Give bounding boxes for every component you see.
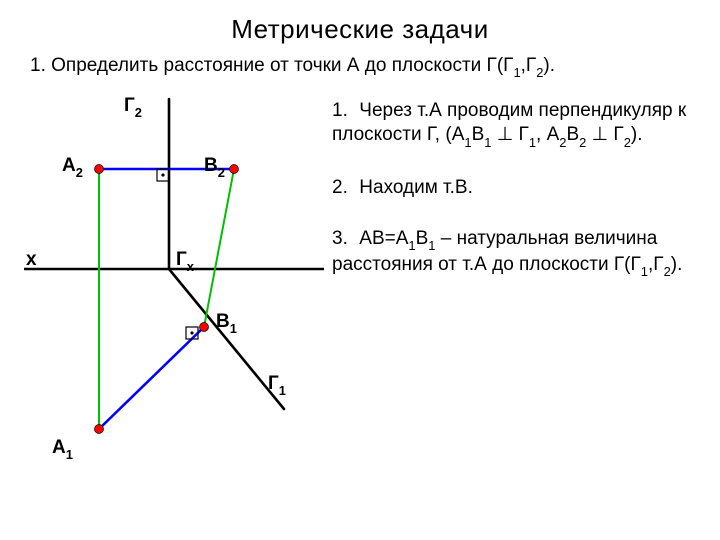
step-1-num: 1. [332, 99, 354, 124]
problem-statement: 1. Определить расстояние от точки А до п… [0, 45, 720, 79]
page-title: Метрические задачи [0, 0, 720, 45]
label-G2: Г2 [124, 95, 142, 119]
problem-text-a: 1. Определить расстояние от точки А до п… [30, 55, 513, 76]
content-area: Г2 А2 В2 x Гх В1 Г1 А1 1. Через т.А пров… [0, 79, 720, 519]
step-2-body: Находим т.В. [359, 177, 473, 198]
step-2-num: 2. [332, 176, 354, 201]
label-A1: А1 [52, 437, 73, 461]
step-1-body: Через т.А проводим перпендикуляр к плоск… [332, 100, 686, 146]
label-Gx: Гх [176, 249, 194, 273]
step-2: 2. Находим т.В. [332, 176, 704, 201]
steps-list: 1. Через т.А проводим перпендикуляр к пл… [332, 99, 704, 306]
step-3-num: 3. [332, 227, 354, 252]
label-A2: А2 [62, 155, 83, 179]
label-B1: В1 [216, 311, 237, 335]
label-x: x [26, 249, 37, 271]
step-3: 3. АВ=А1В1 – натуральная величина рассто… [332, 227, 704, 280]
step-3-body: АВ=А1В1 – натуральная величина расстояни… [332, 228, 682, 276]
problem-text-c: ). [543, 55, 555, 76]
step-1: 1. Через т.А проводим перпендикуляр к пл… [332, 99, 704, 150]
label-B2: В2 [204, 155, 225, 179]
label-G1: Г1 [268, 373, 286, 397]
problem-text-b: ,Г [521, 55, 537, 76]
diagram: Г2 А2 В2 x Гх В1 Г1 А1 [24, 89, 324, 509]
